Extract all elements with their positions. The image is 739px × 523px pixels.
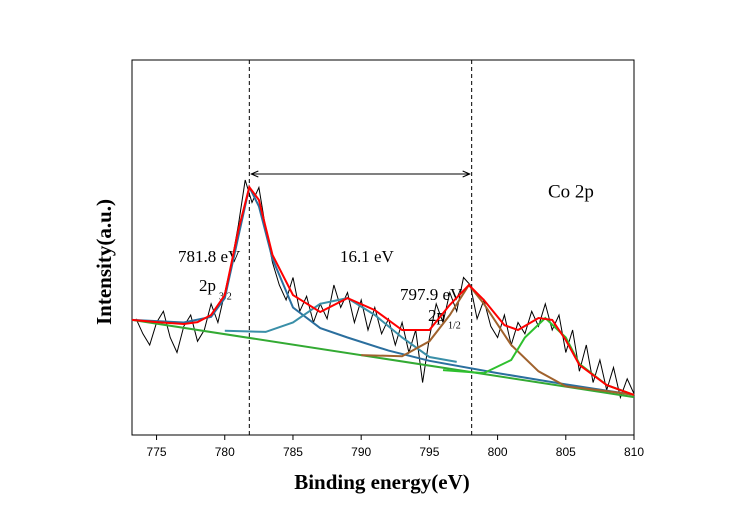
splitting-label: 16.1 eV (340, 247, 395, 266)
x-tick-label: 810 (624, 445, 644, 459)
peak-energy: 781.8 eV (178, 247, 241, 266)
x-tick-label: 795 (419, 445, 439, 459)
orbital-label: 2p (199, 276, 216, 295)
x-tick-label: 785 (283, 445, 303, 459)
x-tick-label: 780 (215, 445, 235, 459)
y-axis-label: Intensity(a.u.) (92, 199, 116, 325)
x-tick-label: 790 (351, 445, 371, 459)
x-axis-label: Binding energy(eV) (294, 470, 470, 494)
x-tick-label: 800 (488, 445, 508, 459)
orbital-label: 2p (428, 306, 445, 325)
series-line (131, 318, 635, 399)
series-line (131, 184, 635, 396)
x-tick-label: 775 (147, 445, 167, 459)
series-line (361, 283, 635, 396)
element-label: Co 2p (548, 181, 594, 202)
plot-frame (131, 59, 635, 436)
x-tick-label: 805 (556, 445, 576, 459)
peak-energy: 797.9 eV (400, 285, 463, 304)
orbital-subscript: 1/2 (448, 320, 461, 331)
series-line (135, 179, 635, 400)
series-line (131, 184, 635, 396)
